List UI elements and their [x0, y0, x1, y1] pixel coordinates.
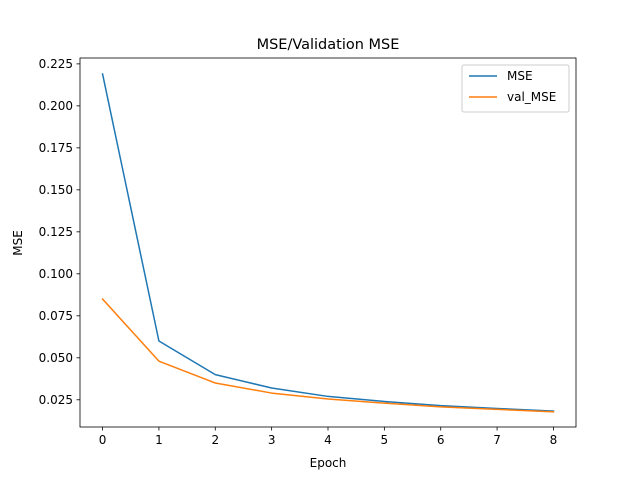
y-tick-label: 0.075 — [39, 309, 73, 323]
plot-area — [101, 73, 555, 413]
series-line-val-mse — [101, 297, 555, 413]
x-tick-label: 8 — [550, 433, 558, 447]
y-tick-label: 0.225 — [39, 57, 73, 71]
legend-label-mse: MSE — [507, 69, 533, 83]
x-tick-label: 0 — [99, 433, 107, 447]
x-axis-label: Epoch — [310, 456, 347, 470]
y-axis-ticks: 0.025 0.050 0.075 0.100 0.125 0.150 0.175 0.200… — [39, 57, 80, 407]
series-line-mse — [101, 73, 555, 412]
legend: MSE val_MSE — [461, 64, 570, 113]
y-axis-label: MSE — [11, 230, 25, 256]
y-tick-label: 0.025 — [39, 393, 73, 407]
x-tick-label: 5 — [381, 433, 389, 447]
x-tick-label: 2 — [211, 433, 219, 447]
x-tick-label: 7 — [493, 433, 501, 447]
plot-frame — [79, 57, 577, 428]
y-tick-label: 0.150 — [39, 183, 73, 197]
y-tick-label: 0.125 — [39, 225, 73, 239]
x-tick-label: 1 — [155, 433, 163, 447]
y-tick-label: 0.050 — [39, 351, 73, 365]
y-tick-label: 0.200 — [39, 99, 73, 113]
x-tick-label: 3 — [268, 433, 276, 447]
x-axis-ticks: 0 1 2 3 4 5 6 7 8 — [99, 427, 558, 447]
x-tick-label: 4 — [324, 433, 332, 447]
chart-title: MSE/Validation MSE — [257, 37, 400, 53]
y-tick-label: 0.175 — [39, 141, 73, 155]
legend-label-val-mse: val_MSE — [507, 90, 556, 104]
x-tick-label: 6 — [437, 433, 445, 447]
y-tick-label: 0.100 — [39, 267, 73, 281]
